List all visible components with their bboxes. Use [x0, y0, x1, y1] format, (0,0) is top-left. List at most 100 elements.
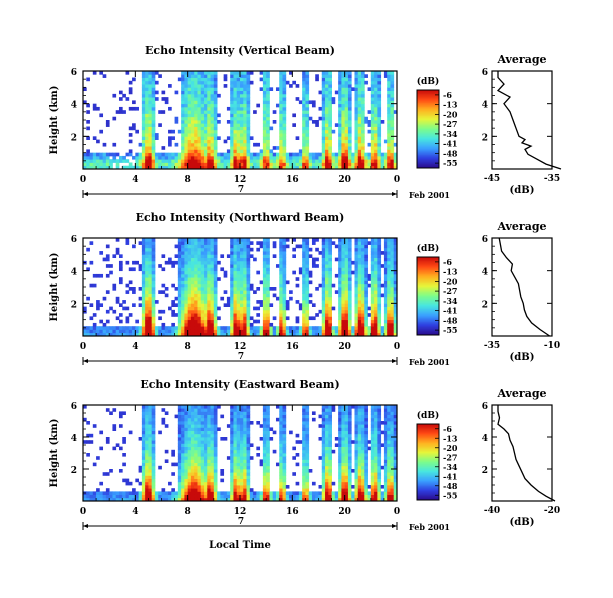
heatmap-cell	[390, 129, 395, 134]
heatmap-cell	[334, 497, 339, 502]
heatmap-cell	[347, 106, 352, 111]
heatmap-cell	[207, 90, 211, 95]
heatmap-cell	[236, 113, 241, 118]
heatmap-cell	[145, 113, 149, 118]
heatmap-cell	[282, 77, 287, 82]
heatmap-cell	[200, 462, 205, 467]
heatmap-cell	[99, 446, 104, 451]
heatmap-cell	[181, 459, 185, 463]
heatmap-cell	[194, 123, 198, 127]
heatmap-cell	[240, 93, 244, 98]
heatmap-cell	[240, 110, 244, 114]
heatmap-cell	[289, 165, 293, 170]
heatmap-cell	[184, 80, 189, 85]
heatmap-cell	[328, 146, 332, 150]
heatmap-cell	[200, 440, 205, 444]
heatmap-cell	[387, 251, 391, 255]
heatmap-cell	[184, 459, 189, 463]
heatmap-cell	[174, 332, 179, 337]
heatmap-cell	[204, 129, 208, 134]
heatmap-cell	[226, 159, 231, 163]
heatmap-cell	[145, 472, 149, 476]
heatmap-cell	[207, 251, 211, 255]
heatmap-cell	[266, 80, 270, 85]
colorbar-swatch	[417, 148, 439, 151]
heatmap-cell	[220, 165, 225, 170]
heatmap-cell	[164, 100, 169, 105]
heatmap-cell	[230, 446, 234, 451]
heatmap-cell	[148, 424, 153, 428]
heatmap-cell	[325, 84, 329, 88]
heatmap-cell	[361, 139, 365, 144]
heatmap-cell	[213, 270, 218, 275]
heatmap-cell	[344, 97, 349, 101]
heatmap-cell	[275, 146, 280, 150]
heatmap-cell	[187, 332, 192, 337]
heatmap-cell	[347, 254, 352, 258]
heatmap-cell	[141, 433, 146, 438]
heatmap-cell	[145, 251, 149, 255]
heatmap-cell	[298, 326, 303, 330]
heatmap-cell	[246, 155, 251, 160]
heatmap-cell	[246, 80, 251, 85]
heatmap-cell	[141, 424, 146, 428]
heatmap-cell	[135, 155, 139, 160]
heatmap-cell	[321, 126, 326, 131]
heatmap-cell	[328, 446, 332, 451]
heatmap-cell	[190, 309, 195, 314]
heatmap-cell	[279, 446, 283, 451]
heatmap-cell	[390, 257, 395, 262]
heatmap-cell	[295, 159, 300, 163]
heatmap-cell	[92, 106, 97, 111]
heatmap-cell	[190, 136, 195, 140]
heatmap-cell	[266, 257, 270, 262]
heatmap-cell	[240, 241, 244, 245]
heatmap-cell	[246, 472, 251, 476]
heatmap-cell	[347, 136, 352, 140]
heatmap-cell	[240, 100, 244, 105]
heatmap-cell	[151, 113, 156, 118]
heatmap-cell	[197, 93, 202, 98]
heatmap-cell	[230, 264, 234, 268]
heatmap-cell	[279, 106, 283, 111]
heatmap-cell	[177, 264, 182, 268]
heatmap-cell	[213, 469, 218, 473]
colorbar-swatch	[417, 264, 439, 267]
heatmap-cell	[321, 475, 326, 479]
heatmap-cell	[135, 497, 139, 502]
heatmap-cell	[177, 491, 182, 495]
heatmap-cell	[295, 497, 300, 502]
heatmap-cell	[118, 411, 123, 415]
heatmap-cell	[148, 267, 153, 272]
heatmap-cell	[289, 159, 293, 163]
heatmap-cell	[282, 497, 287, 502]
heatmap-cell	[383, 251, 388, 255]
heatmap-cell	[282, 74, 287, 78]
heatmap-cell	[354, 329, 359, 334]
heatmap-cell	[236, 287, 241, 291]
heatmap-cell	[145, 433, 149, 438]
heatmap-cell	[194, 74, 198, 78]
heatmap-cell	[141, 244, 146, 249]
heatmap-cell	[118, 159, 123, 163]
heatmap-cell	[305, 84, 310, 88]
heatmap-cell	[184, 241, 189, 245]
colorbar-tick-label: -20	[443, 109, 458, 119]
heatmap-cell	[197, 411, 202, 415]
heatmap-cell	[236, 405, 241, 409]
heatmap-cell	[105, 440, 110, 444]
heatmap-cell	[190, 139, 195, 144]
heatmap-cell	[259, 165, 264, 170]
heatmap-cell	[302, 303, 306, 307]
heatmap-cell	[347, 319, 352, 324]
heatmap-cell	[325, 257, 329, 262]
heatmap-cell	[262, 462, 267, 467]
heatmap-cell	[223, 152, 228, 157]
heatmap-cell	[177, 300, 182, 304]
heatmap-cell	[393, 332, 398, 337]
heatmap-cell	[302, 106, 306, 111]
heatmap-cell	[393, 306, 398, 311]
heatmap-cell	[207, 322, 211, 327]
heatmap-cell	[311, 497, 316, 502]
heatmap-cell	[151, 440, 156, 444]
